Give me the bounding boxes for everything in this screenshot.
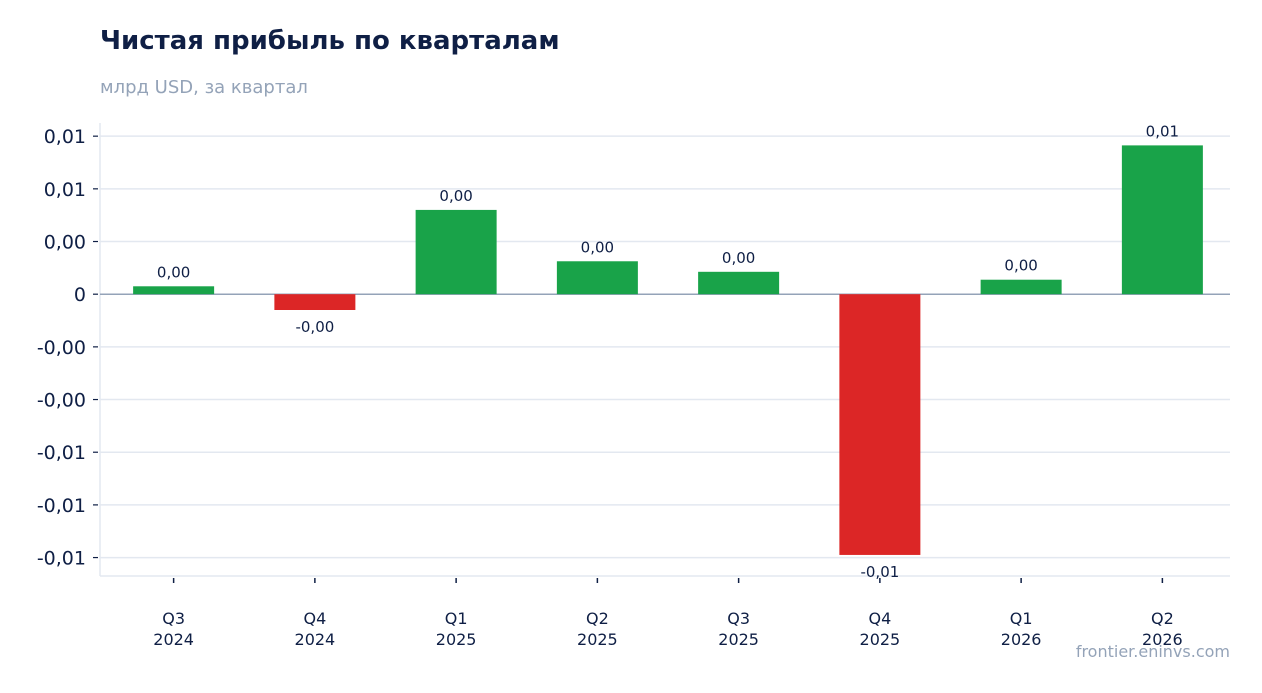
data-label: 0,01 [1146, 122, 1179, 140]
x-tick-label: 2024 [153, 630, 194, 649]
x-tick-label: 2025 [718, 630, 759, 649]
x-axis-ticks: Q3 2024 Q4 2024 Q1 2025 Q2 2025 Q3 2025 Q4 2025 Q1 20… [153, 578, 1183, 649]
x-tick-label: Q1 [445, 609, 468, 628]
x-tick-label: 2025 [577, 630, 618, 649]
x-tick-label: Q1 [1010, 609, 1033, 628]
data-label: 0,00 [722, 249, 755, 267]
y-axis-ticks: 0,01 0,01 0,00 0 -0,00 -0,00 -0,01 -0,01 -0,01 [37, 126, 98, 570]
x-tick-label: Q2 [1151, 609, 1174, 628]
x-tick-label: 2026 [1001, 630, 1042, 649]
source-watermark: frontier.eninvs.com [1075, 642, 1230, 661]
bar-3 [556, 261, 638, 295]
axes [99, 123, 1230, 577]
y-tick-label: 0,00 [44, 232, 86, 254]
chart-title: Чистая прибыль по кварталам [100, 26, 560, 56]
data-labels: 0,00 -0,00 0,00 0,00 0,00 -0,01 0,00 0,01 [157, 122, 1179, 581]
y-tick-label: -0,01 [37, 548, 86, 570]
x-tick-label: 2025 [436, 630, 477, 649]
x-tick-label: Q2 [586, 609, 609, 628]
y-tick-label: 0,01 [44, 179, 86, 201]
y-tick-label: -0,00 [37, 337, 86, 359]
y-tick-label: -0,01 [37, 495, 86, 517]
data-label: -0,00 [295, 318, 334, 336]
y-tick-label: -0,01 [37, 442, 86, 464]
bar-7 [1121, 145, 1203, 295]
bar-0 [133, 286, 215, 295]
x-tick-label: 2025 [860, 630, 901, 649]
x-tick-label: 2026 [1142, 630, 1183, 649]
x-tick-label: Q4 [868, 609, 891, 628]
x-tick-label: Q3 [162, 609, 185, 628]
data-label: 0,00 [1004, 257, 1037, 275]
y-tick-label: 0,01 [44, 126, 86, 148]
bar-6 [980, 279, 1062, 295]
chart-subtitle: млрд USD, за квартал [100, 77, 308, 98]
data-label: -0,01 [860, 563, 899, 581]
y-tick-label: -0,00 [37, 390, 86, 412]
data-label: 0,00 [439, 187, 472, 205]
data-label: 0,00 [157, 263, 190, 281]
bar-4 [698, 271, 780, 295]
bars [133, 145, 1203, 555]
bar-1 [274, 294, 356, 310]
x-tick-label: Q3 [727, 609, 750, 628]
x-tick-label: Q4 [303, 609, 326, 628]
data-label: 0,00 [581, 238, 614, 256]
bar-5 [839, 294, 921, 555]
y-tick-label: 0 [74, 284, 86, 306]
grid-lines [100, 135, 1230, 559]
x-tick-label: 2024 [295, 630, 336, 649]
bar-2 [415, 209, 497, 295]
